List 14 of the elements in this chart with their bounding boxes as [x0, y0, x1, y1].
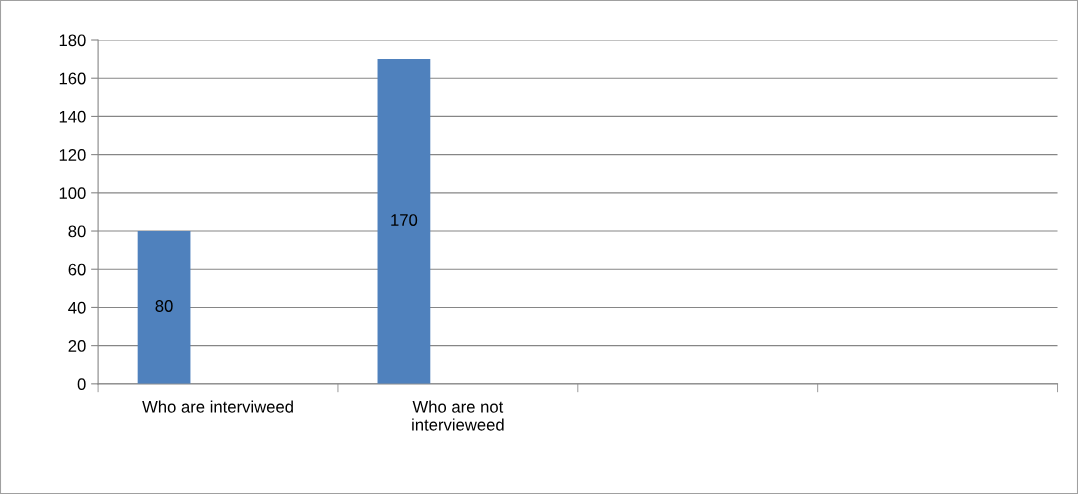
x-tick-label: Who are not intervieweed — [412, 400, 504, 431]
y-tick-label: 100 — [59, 187, 86, 200]
y-tick-label: 120 — [59, 149, 86, 161]
y-tick-label: 80 — [68, 225, 86, 238]
y-tick-label: 60 — [68, 263, 86, 276]
y-tick-label: 140 — [59, 110, 86, 123]
y-tick-label: 40 — [68, 301, 86, 314]
y-tick-label: 160 — [59, 72, 86, 85]
y-tick-label: 20 — [68, 340, 86, 352]
x-tick-label: Who are interviweed — [142, 400, 293, 413]
data-label: 80 — [155, 300, 173, 312]
y-tick-label: 0 — [77, 378, 86, 391]
y-tick-label: 180 — [59, 34, 86, 47]
data-label: 170 — [391, 214, 418, 226]
